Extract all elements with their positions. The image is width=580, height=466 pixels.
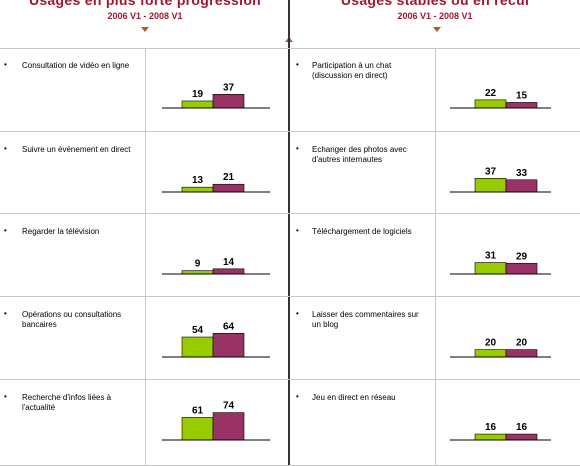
row-label: Participation à un chat (discussion en d…	[312, 61, 392, 80]
grid-line-h	[0, 296, 580, 297]
right-down-arrow-icon	[433, 27, 441, 32]
row-label: Recherche d'infos liées à l'actualité	[22, 393, 112, 412]
right-title: Usages stables ou en recul	[340, 0, 530, 8]
bar-2008	[505, 102, 538, 109]
bar-2006	[474, 433, 507, 441]
data-label: 16	[485, 422, 497, 433]
data-label: 74	[223, 401, 235, 412]
bar-chart: 16 16	[450, 422, 551, 441]
bar-chart: 31 29	[450, 251, 551, 275]
bar-2006	[474, 349, 507, 358]
row-label: Echanger des photos avec d'autres intern…	[312, 145, 407, 164]
row-label: Regarder la télévision	[22, 227, 100, 236]
data-label: 61	[192, 405, 204, 416]
bullet-icon: •	[296, 60, 299, 69]
data-label: 37	[485, 166, 497, 177]
bar-2006	[474, 178, 507, 193]
data-label: 64	[223, 321, 235, 332]
row-label: Jeu en direct en réseau	[312, 393, 396, 402]
row-label: Opérations ou consultations bancaires	[22, 310, 122, 329]
right-header: Usages stables ou en recul 2006 V1 - 200…	[290, 0, 580, 40]
grid-line-v	[145, 48, 146, 466]
data-label: 15	[516, 90, 528, 101]
bullet-icon: •	[296, 144, 299, 153]
bar-chart: 22 15	[450, 88, 551, 109]
bullet-icon: •	[296, 392, 299, 401]
bar-chart: 61 74	[162, 401, 270, 441]
data-label: 54	[192, 325, 204, 336]
grid-line-h	[0, 131, 580, 132]
data-label: 19	[192, 89, 204, 100]
left-down-arrow-icon	[141, 27, 149, 32]
left-subtitle: 2006 V1 - 2008 V1	[107, 11, 183, 21]
bullet-icon: •	[4, 226, 7, 235]
bar-chart: 37 33	[450, 166, 551, 193]
grid-line-v	[435, 48, 436, 466]
grid-line-h	[0, 48, 580, 49]
bar-2008	[505, 349, 538, 358]
data-label: 20	[485, 338, 497, 349]
data-label: 22	[485, 88, 497, 99]
grid-line-h	[0, 213, 580, 214]
data-label: 21	[223, 172, 235, 183]
data-label: 31	[485, 251, 497, 262]
bullet-icon: •	[4, 392, 7, 401]
bullet-icon: •	[4, 60, 7, 69]
data-label: 37	[223, 82, 235, 93]
data-label: 13	[192, 175, 204, 186]
data-label: 9	[195, 259, 201, 270]
bullet-icon: •	[4, 309, 7, 318]
data-label: 33	[516, 168, 528, 179]
bullet-icon: •	[296, 226, 299, 235]
bar-chart: 54 64	[162, 321, 270, 358]
bar-2006	[474, 262, 507, 275]
bullet-icon: •	[296, 309, 299, 318]
left-header: Usages en plus forte progression 2006 V1…	[0, 0, 290, 40]
data-label: 14	[223, 257, 235, 268]
center-divider	[288, 0, 290, 466]
row-label: Laisser des commentaires sur un blog	[312, 310, 419, 329]
bar-2008	[505, 262, 538, 275]
grid-line-h	[0, 379, 580, 380]
data-label: 16	[516, 422, 528, 433]
bar-2008	[505, 433, 538, 441]
row-label: Suivre un événement en direct	[22, 145, 131, 154]
bar-chart: 9 14	[162, 257, 270, 275]
row-label: Consultation de vidéo en ligne	[22, 61, 130, 70]
data-label: 29	[516, 251, 528, 262]
bar-chart: 20 20	[450, 338, 551, 358]
left-title: Usages en plus forte progression	[28, 0, 262, 8]
row-label: Téléchargement de logiciels	[312, 227, 412, 236]
right-subtitle: 2006 V1 - 2008 V1	[397, 11, 473, 21]
bullet-icon: •	[4, 144, 7, 153]
bar-chart: 13 21	[162, 172, 270, 193]
bar-2008	[505, 179, 538, 193]
data-label: 20	[516, 338, 528, 349]
bar-2006	[474, 99, 507, 109]
